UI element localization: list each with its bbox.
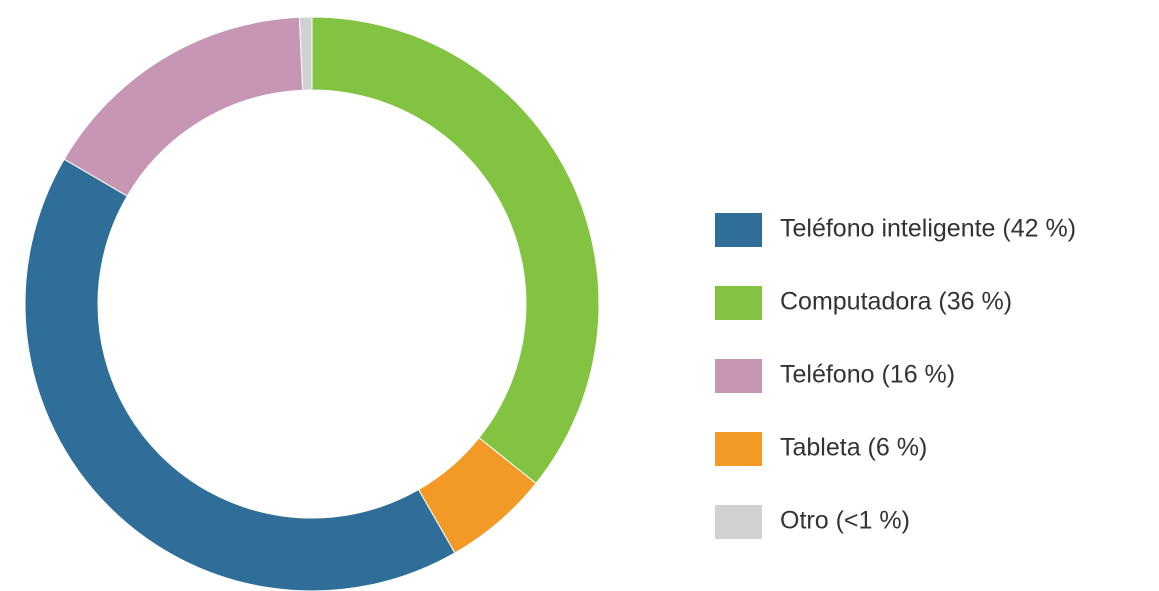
donut-slice bbox=[311, 16, 600, 485]
legend-label: Teléfono inteligente (42 %) bbox=[780, 215, 1076, 243]
legend-label: Computadora (36 %) bbox=[780, 288, 1012, 316]
legend-label: Teléfono (16 %) bbox=[780, 361, 955, 389]
legend-swatch bbox=[715, 213, 762, 247]
legend-swatch bbox=[715, 286, 762, 320]
legend-label: Otro (<1 %) bbox=[780, 507, 910, 535]
legend-swatch bbox=[715, 359, 762, 393]
legend-label: Tableta (6 %) bbox=[780, 434, 927, 462]
legend-swatch bbox=[715, 505, 762, 539]
donut-slice bbox=[63, 16, 304, 197]
donut-slice bbox=[24, 158, 456, 591]
donut-slice bbox=[298, 16, 313, 91]
legend-swatch bbox=[715, 432, 762, 466]
